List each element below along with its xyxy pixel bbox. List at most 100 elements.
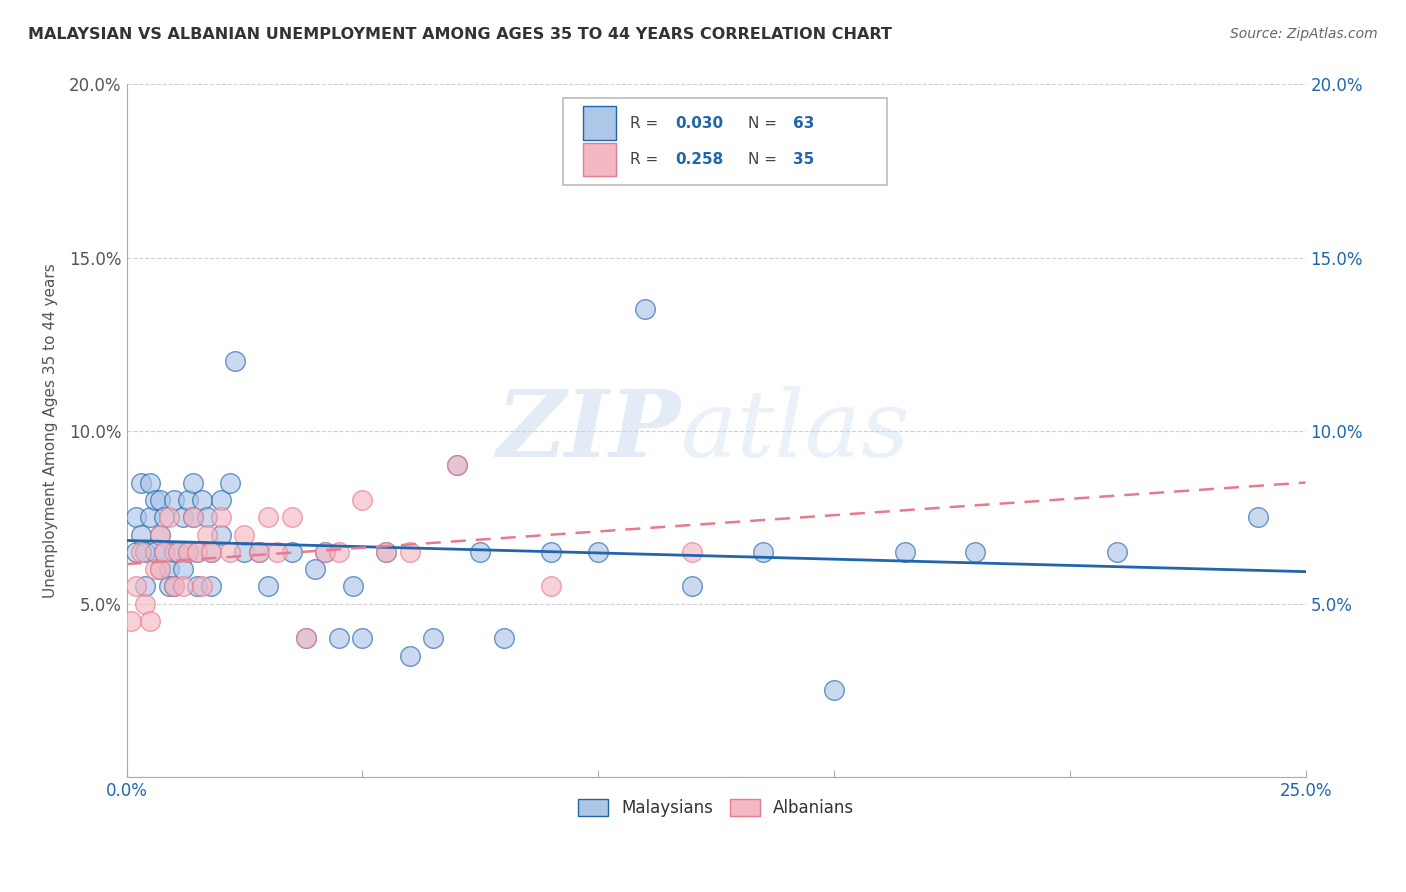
Point (342, 579, 364, 593)
Point (149, 562, 172, 576)
Text: 35: 35 (793, 153, 814, 167)
Point (172, 579, 194, 593)
Point (149, 527, 172, 541)
Point (294, 632, 316, 646)
Point (195, 510, 218, 524)
Point (167, 545, 190, 559)
Point (157, 510, 180, 524)
Point (682, 545, 704, 559)
Point (149, 562, 172, 576)
Text: 63: 63 (793, 116, 814, 130)
Point (314, 545, 336, 559)
Point (752, 545, 775, 559)
Point (446, 458, 468, 473)
Point (177, 545, 200, 559)
Point (470, 545, 492, 559)
Point (398, 648, 420, 663)
Point (280, 545, 302, 559)
Point (163, 579, 186, 593)
Point (129, 527, 152, 541)
Point (163, 492, 186, 507)
Text: R =: R = (630, 116, 664, 130)
Point (634, 302, 657, 317)
Point (965, 545, 987, 559)
Point (149, 527, 172, 541)
Text: N =: N = (748, 153, 782, 167)
Point (375, 545, 398, 559)
Point (352, 492, 374, 507)
Point (200, 545, 222, 559)
Point (191, 492, 214, 507)
Text: R =: R = (630, 153, 664, 167)
Point (328, 632, 350, 646)
Point (209, 492, 232, 507)
Point (314, 545, 336, 559)
Point (233, 545, 256, 559)
Point (134, 545, 156, 559)
Point (257, 579, 280, 593)
Point (143, 545, 166, 559)
Legend: Malaysians, Albanians: Malaysians, Albanians (571, 792, 860, 824)
Point (219, 475, 242, 490)
Point (328, 545, 350, 559)
Point (893, 545, 915, 559)
Point (149, 492, 172, 507)
Point (823, 683, 845, 698)
Point (540, 579, 562, 593)
Text: ZIP: ZIP (496, 385, 681, 475)
Text: 0.258: 0.258 (675, 153, 723, 167)
Point (139, 510, 162, 524)
Point (209, 527, 232, 541)
Point (177, 492, 200, 507)
Point (219, 545, 242, 559)
Point (120, 614, 142, 628)
Point (186, 545, 208, 559)
Point (540, 545, 562, 559)
Point (139, 475, 162, 490)
Point (139, 614, 162, 628)
Point (586, 545, 609, 559)
Point (157, 579, 180, 593)
Text: atlas: atlas (681, 385, 910, 475)
Point (134, 579, 156, 593)
Point (186, 579, 208, 593)
Point (181, 475, 204, 490)
Point (682, 579, 704, 593)
Bar (583, 143, 616, 177)
Text: N =: N = (748, 116, 782, 130)
Point (280, 510, 302, 524)
Point (157, 562, 180, 576)
Point (143, 562, 166, 576)
Point (266, 545, 288, 559)
Point (200, 579, 222, 593)
Bar (583, 106, 616, 140)
Point (125, 545, 148, 559)
Point (375, 545, 398, 559)
Point (177, 545, 200, 559)
Point (167, 545, 190, 559)
Point (398, 545, 420, 559)
Point (143, 492, 166, 507)
Text: MALAYSIAN VS ALBANIAN UNEMPLOYMENT AMONG AGES 35 TO 44 YEARS CORRELATION CHART: MALAYSIAN VS ALBANIAN UNEMPLOYMENT AMONG… (28, 27, 891, 42)
Point (153, 510, 176, 524)
Y-axis label: Unemployment Among Ages 35 to 44 years: Unemployment Among Ages 35 to 44 years (44, 263, 58, 598)
Point (294, 632, 316, 646)
Point (492, 632, 515, 646)
Point (257, 510, 280, 524)
Point (153, 545, 176, 559)
Point (1247, 510, 1270, 524)
Point (125, 579, 148, 593)
Point (247, 545, 270, 559)
Point (200, 545, 222, 559)
Point (1105, 545, 1128, 559)
Point (129, 545, 152, 559)
Point (186, 545, 208, 559)
Point (129, 475, 152, 490)
Point (163, 579, 186, 593)
Point (172, 562, 194, 576)
Point (181, 510, 204, 524)
Text: Source: ZipAtlas.com: Source: ZipAtlas.com (1230, 27, 1378, 41)
Point (163, 545, 186, 559)
Point (181, 510, 204, 524)
Point (422, 632, 444, 646)
